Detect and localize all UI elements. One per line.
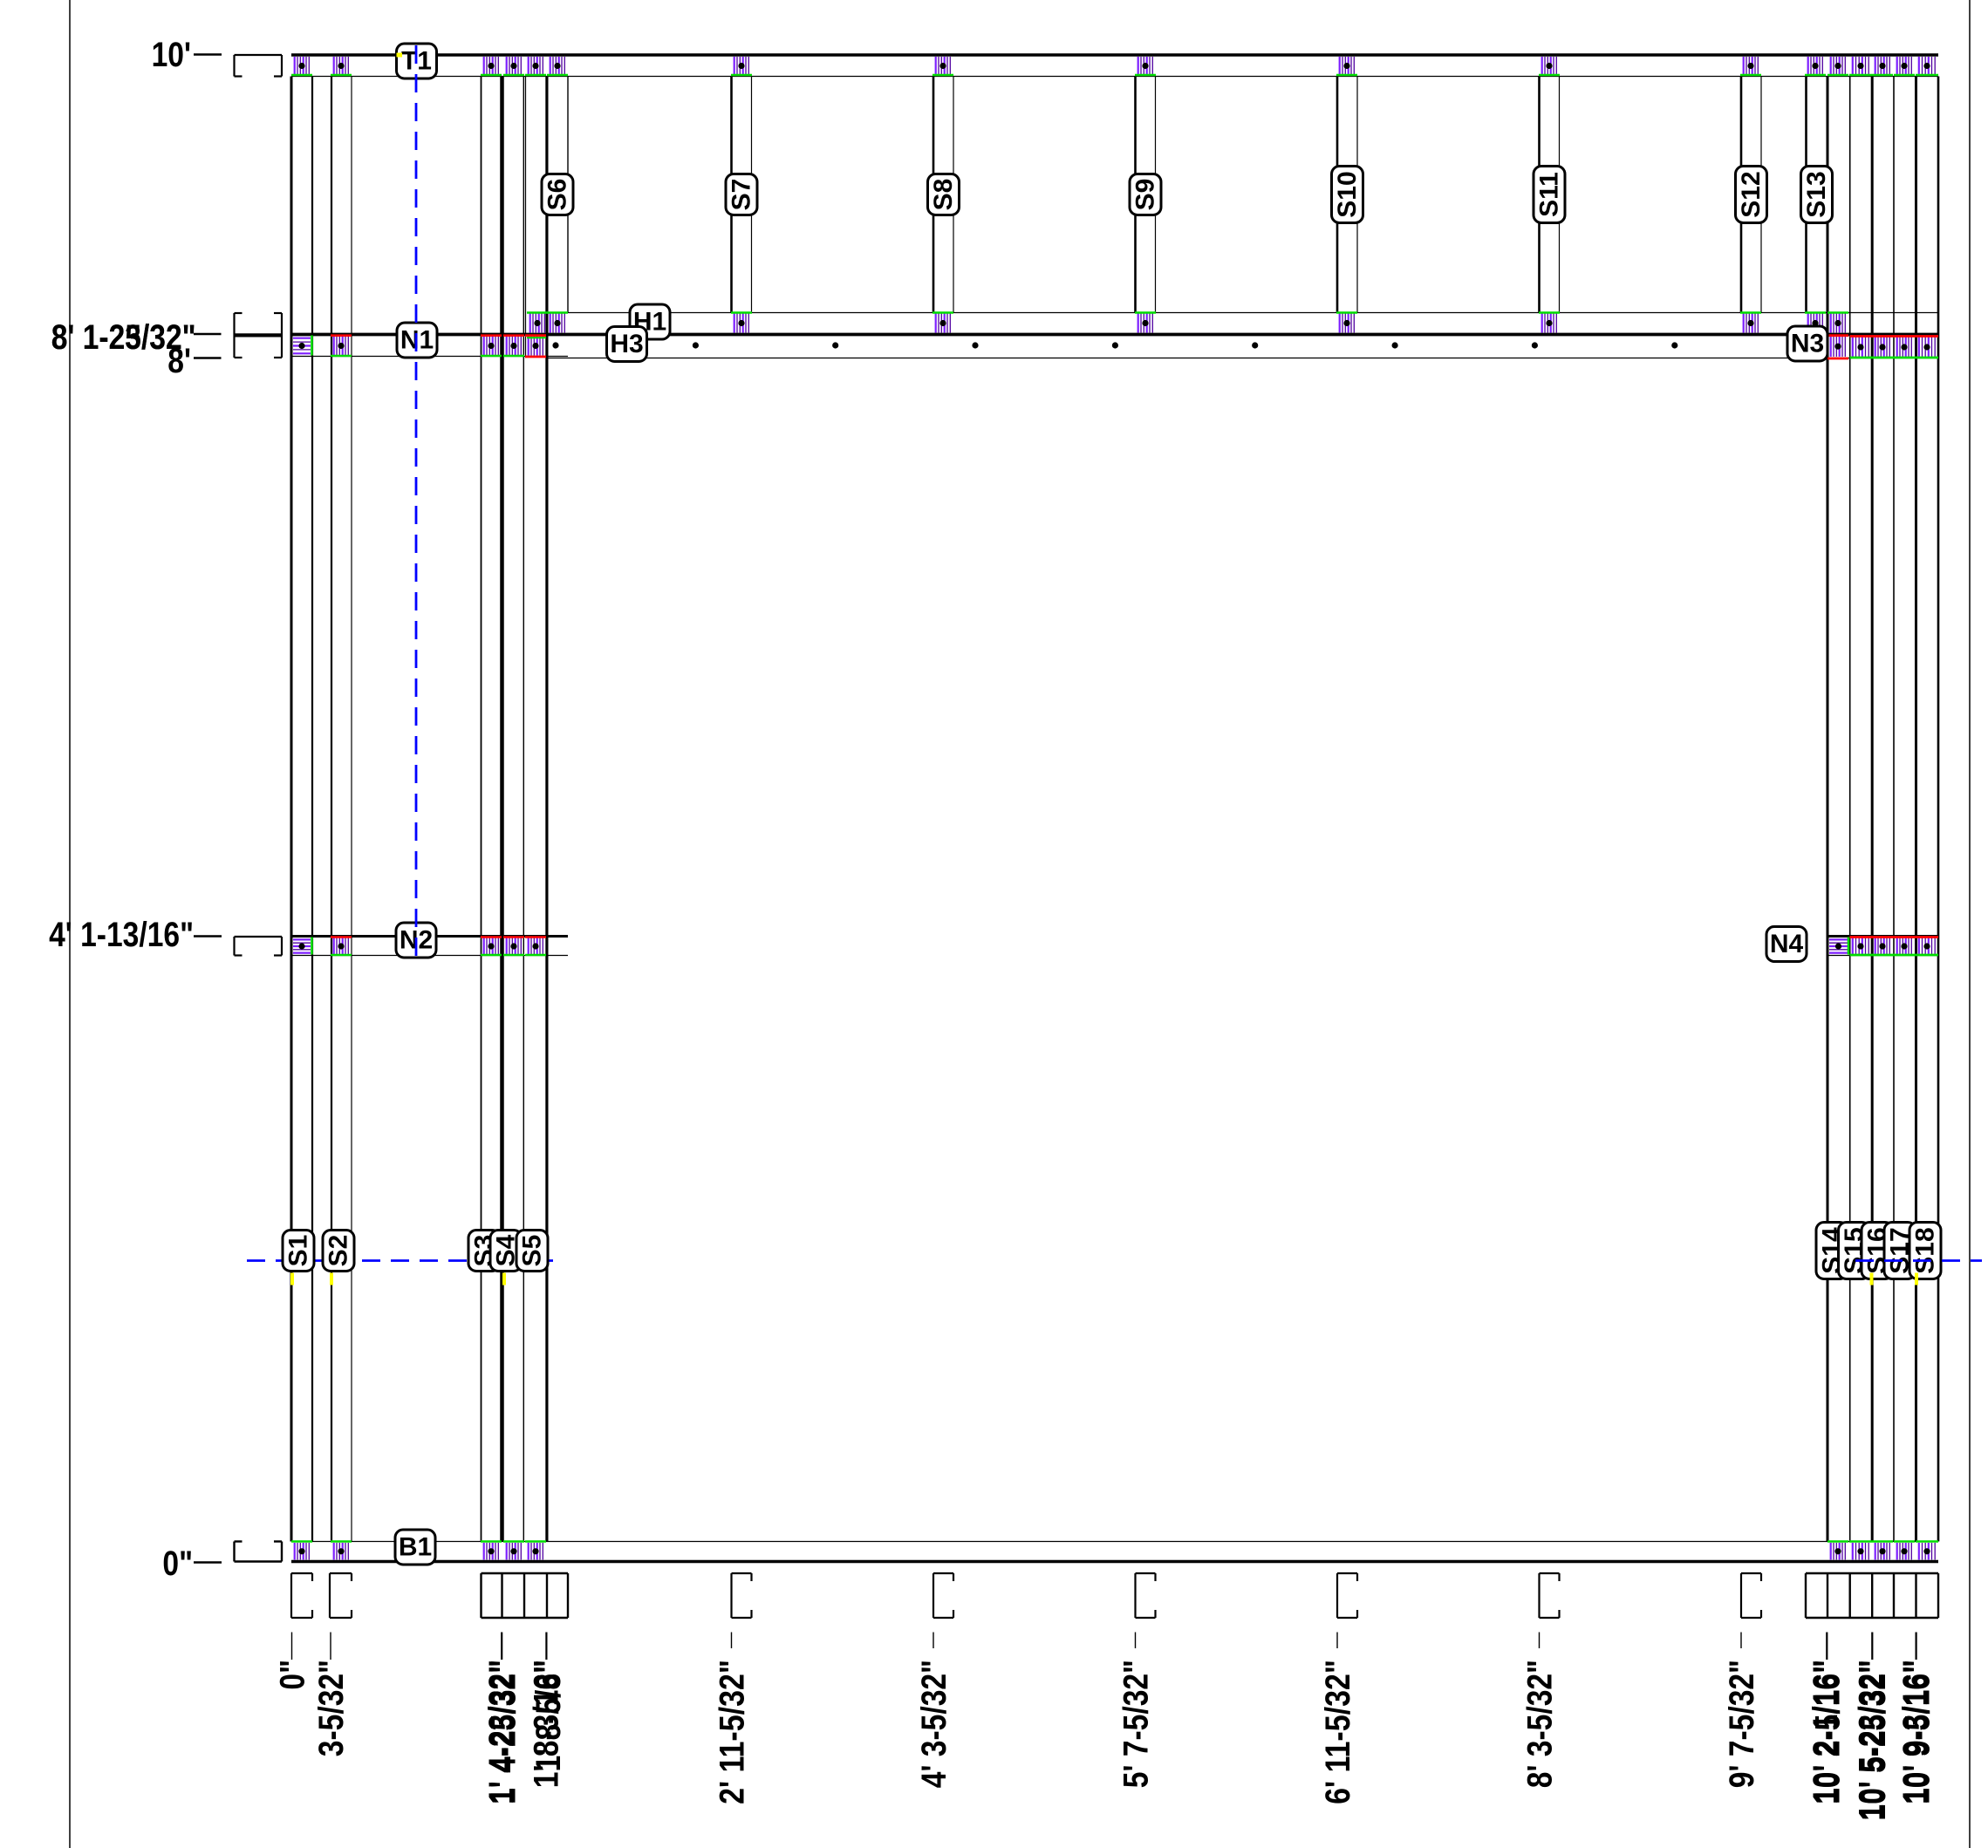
svg-text:S9: S9 xyxy=(1131,179,1160,211)
svg-text:5' 7-5/32": 5' 7-5/32" xyxy=(1117,1660,1156,1788)
svg-text:S10: S10 xyxy=(1333,171,1362,217)
svg-text:8': 8' xyxy=(167,342,191,380)
svg-text:8' 1-25/32": 8' 1-25/32" xyxy=(51,318,196,357)
svg-text:4' 3-5/32": 4' 3-5/32" xyxy=(915,1660,953,1788)
svg-text:1' 8-3/16": 1' 8-3/16" xyxy=(528,1660,566,1788)
svg-text:9' 7-5/32": 9' 7-5/32" xyxy=(1723,1660,1761,1788)
svg-text:S7: S7 xyxy=(728,179,756,211)
svg-text:S6: S6 xyxy=(543,179,572,211)
svg-text:S1: S1 xyxy=(284,1235,313,1267)
svg-text:6' 11-5/32": 6' 11-5/32" xyxy=(1319,1660,1357,1804)
svg-text:10' 5-23/32": 10' 5-23/32" xyxy=(1853,1660,1891,1821)
svg-text:0": 0" xyxy=(274,1660,312,1690)
svg-text:10' 9-5/16": 10' 9-5/16" xyxy=(1899,1660,1937,1804)
svg-text:S11: S11 xyxy=(1535,172,1564,217)
svg-text:S5: S5 xyxy=(518,1235,547,1267)
svg-text:10' 9-3/16": 10' 9-3/16" xyxy=(1896,1660,1935,1804)
svg-text:8' 3-5/32": 8' 3-5/32" xyxy=(1521,1660,1560,1788)
svg-text:3-5/32": 3-5/32" xyxy=(312,1660,351,1756)
svg-text:S2: S2 xyxy=(325,1235,353,1267)
svg-text:10' 2-5/16": 10' 2-5/16" xyxy=(1809,1660,1848,1804)
svg-text:0": 0" xyxy=(162,1545,193,1583)
svg-text:4' 1-13/16": 4' 1-13/16" xyxy=(49,916,194,954)
svg-text:S12: S12 xyxy=(1737,171,1766,217)
svg-text:2' 11-5/32": 2' 11-5/32" xyxy=(714,1660,752,1804)
svg-text:10' 5-25/32": 10' 5-25/32" xyxy=(1855,1660,1893,1821)
svg-text:1' 4-23/32": 1' 4-23/32" xyxy=(482,1660,521,1804)
svg-text:S8: S8 xyxy=(929,179,958,211)
svg-text:N3: N3 xyxy=(1791,330,1824,358)
svg-text:B1: B1 xyxy=(399,1533,432,1562)
svg-text:H3: H3 xyxy=(610,330,643,358)
svg-text:N4: N4 xyxy=(1770,930,1804,958)
svg-text:8' 1-23/32": 8' 1-23/32" xyxy=(51,318,196,357)
svg-text:1' 4-25/32": 1' 4-25/32" xyxy=(485,1660,523,1804)
svg-text:S13: S13 xyxy=(1802,171,1831,217)
svg-text:10': 10' xyxy=(152,36,191,74)
svg-text:1' 8-5/8": 1' 8-5/8" xyxy=(529,1660,568,1772)
svg-text:S18: S18 xyxy=(1911,1227,1940,1273)
svg-text:10' 2-1/16": 10' 2-1/16" xyxy=(1807,1660,1845,1804)
